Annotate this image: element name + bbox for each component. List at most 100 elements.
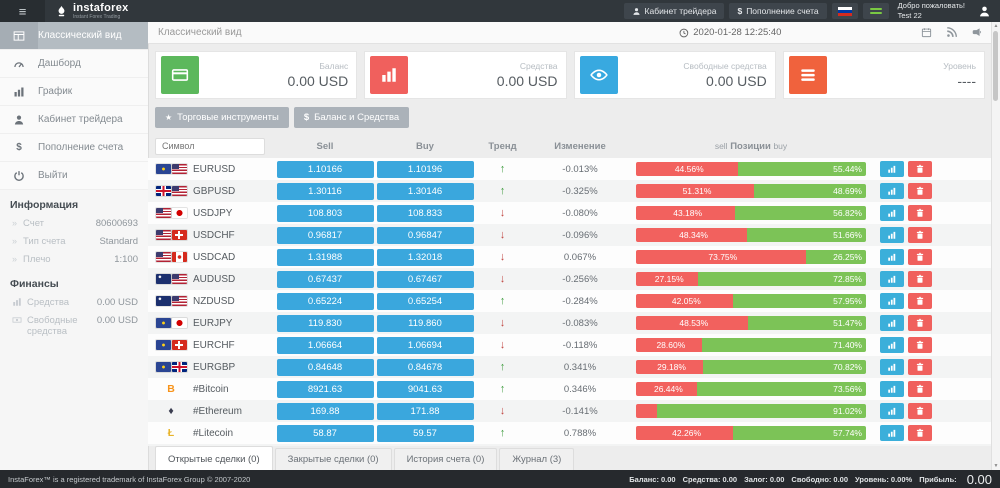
sidebar-item-logout[interactable]: Выйти: [0, 162, 148, 190]
remove-instrument-button[interactable]: [908, 205, 932, 221]
open-chart-button[interactable]: [880, 183, 904, 199]
buy-price-button[interactable]: 119.860: [376, 314, 474, 332]
buy-price-button[interactable]: 1.30146: [376, 182, 474, 200]
toolbar-button-balance-funds[interactable]: $ Баланс и Средства: [293, 107, 410, 128]
sell-price-button[interactable]: 0.84648: [276, 358, 374, 376]
change-value: -0.284%: [562, 295, 598, 307]
toolbar-button-instruments[interactable]: ★ Торговые инструменты: [155, 107, 289, 128]
open-chart-button[interactable]: [880, 425, 904, 441]
table-row: USDCHF 0.96817 0.96847 ↓ -0.096% 48.34% 51.66%: [148, 224, 992, 246]
buy-price-button[interactable]: 0.96847: [376, 226, 474, 244]
buy-price-button[interactable]: 0.65254: [376, 292, 474, 310]
change-value: -0.083%: [562, 317, 598, 329]
sidebar-item-classic[interactable]: Классический вид: [0, 22, 148, 50]
buy-price-button[interactable]: 1.32018: [376, 248, 474, 266]
remove-instrument-button[interactable]: [908, 249, 932, 265]
buy-price-button[interactable]: 59.57: [376, 424, 474, 442]
remove-instrument-button[interactable]: [908, 293, 932, 309]
open-chart-button[interactable]: [880, 205, 904, 221]
info-row: » Плечо 1:100: [12, 253, 138, 265]
positions-bar: 26.44% 73.56%: [636, 382, 866, 396]
remove-instrument-button[interactable]: [908, 315, 932, 331]
buy-price-button[interactable]: 0.67467: [376, 270, 474, 288]
change-value: 0.341%: [563, 361, 597, 373]
sell-price-button[interactable]: 58.87: [276, 424, 374, 442]
table-icon: [13, 30, 25, 42]
open-chart-button[interactable]: [880, 403, 904, 419]
currency-toggle-button[interactable]: [862, 3, 889, 19]
open-chart-button[interactable]: [880, 271, 904, 287]
trend-down-icon: ↓: [499, 317, 506, 329]
sell-price-button[interactable]: 0.67437: [276, 270, 374, 288]
buy-price-button[interactable]: 1.10196: [376, 160, 474, 178]
info-row: » Тип счета Standard: [12, 235, 138, 247]
remove-instrument-button[interactable]: [908, 403, 932, 419]
megaphone-icon[interactable]: [971, 27, 982, 38]
remove-instrument-button[interactable]: [908, 227, 932, 243]
sell-price-button[interactable]: 0.96817: [276, 226, 374, 244]
sell-price-button[interactable]: 119.830: [276, 314, 374, 332]
sidebar-item-dashboard[interactable]: Дашборд: [0, 50, 148, 78]
scroll-down-arrow-icon[interactable]: ▼: [993, 463, 999, 469]
sell-price-button[interactable]: 1.10166: [276, 160, 374, 178]
rss-icon[interactable]: [946, 27, 957, 38]
chevron-right-icon: »: [12, 235, 18, 246]
sell-price-button[interactable]: 108.803: [276, 204, 374, 222]
page-scrollbar[interactable]: ▲ ▼: [991, 22, 1000, 470]
open-chart-button[interactable]: [880, 337, 904, 353]
remove-instrument-button[interactable]: [908, 183, 932, 199]
tab-0[interactable]: Открытые сделки (0): [155, 446, 273, 470]
open-chart-button[interactable]: [880, 293, 904, 309]
buy-price-button[interactable]: 108.833: [376, 204, 474, 222]
remove-instrument-button[interactable]: [908, 381, 932, 397]
remove-instrument-button[interactable]: [908, 425, 932, 441]
sell-price-button[interactable]: 169.88: [276, 402, 374, 420]
sidebar-item-deposit[interactable]: $ Пополнение счета: [0, 134, 148, 162]
sell-price-button[interactable]: 1.06664: [276, 336, 374, 354]
litecoin-icon: Ł: [167, 426, 175, 439]
remove-instrument-button[interactable]: [908, 337, 932, 353]
buy-price-button[interactable]: 171.88: [376, 402, 474, 420]
open-chart-button[interactable]: [880, 315, 904, 331]
hamburger-menu-icon[interactable]: ≡: [0, 0, 45, 22]
deposit-button[interactable]: $ Пополнение счета: [729, 3, 827, 19]
sell-price-button[interactable]: 8921.63: [276, 380, 374, 398]
tab-1[interactable]: Закрытые сделки (0): [274, 448, 392, 470]
buy-price-button[interactable]: 0.84678: [376, 358, 474, 376]
open-chart-button[interactable]: [880, 359, 904, 375]
ca-flag-icon: [171, 252, 187, 262]
buy-positions-segment: 55.44%: [738, 162, 866, 176]
scroll-up-arrow-icon[interactable]: ▲: [993, 23, 999, 29]
scrollbar-thumb[interactable]: [993, 31, 998, 101]
instaforex-logo[interactable]: instaforex Instant Forex Trading: [45, 0, 129, 22]
open-chart-button[interactable]: [880, 381, 904, 397]
sidebar-item-chart[interactable]: График: [0, 78, 148, 106]
sell-positions-segment: 26.44%: [636, 382, 697, 396]
trader-cabinet-button[interactable]: Кабинет трейдера: [623, 3, 725, 19]
buy-positions-segment: 26.25%: [805, 250, 866, 264]
open-chart-button[interactable]: [880, 227, 904, 243]
change-header: Изменение: [554, 140, 606, 152]
chart-label: График: [38, 86, 73, 97]
open-chart-button[interactable]: [880, 249, 904, 265]
sell-price-button[interactable]: 1.31988: [276, 248, 374, 266]
sell-price-button[interactable]: 1.30116: [276, 182, 374, 200]
avatar[interactable]: [974, 5, 991, 18]
buy-positions-segment: 51.66%: [747, 228, 866, 242]
remove-instrument-button[interactable]: [908, 271, 932, 287]
remove-instrument-button[interactable]: [908, 161, 932, 177]
tab-2[interactable]: История счета (0): [393, 448, 498, 470]
sell-price-button[interactable]: 0.65224: [276, 292, 374, 310]
open-chart-button[interactable]: [880, 161, 904, 177]
trend-header: Тренд: [488, 140, 517, 152]
buy-price-button[interactable]: 9041.63: [376, 380, 474, 398]
sell-positions-segment: 42.26%: [636, 426, 734, 440]
calendar-icon[interactable]: [921, 27, 932, 38]
sidebar-item-cabinet[interactable]: Кабинет трейдера: [0, 106, 148, 134]
buy-price-button[interactable]: 1.06694: [376, 336, 474, 354]
tab-3[interactable]: Журнал (3): [499, 448, 575, 470]
language-russian-button[interactable]: [831, 3, 858, 19]
symbol-filter-input[interactable]: [155, 137, 265, 155]
remove-instrument-button[interactable]: [908, 359, 932, 375]
footer-stat: Свободно: 0.00: [791, 474, 849, 484]
